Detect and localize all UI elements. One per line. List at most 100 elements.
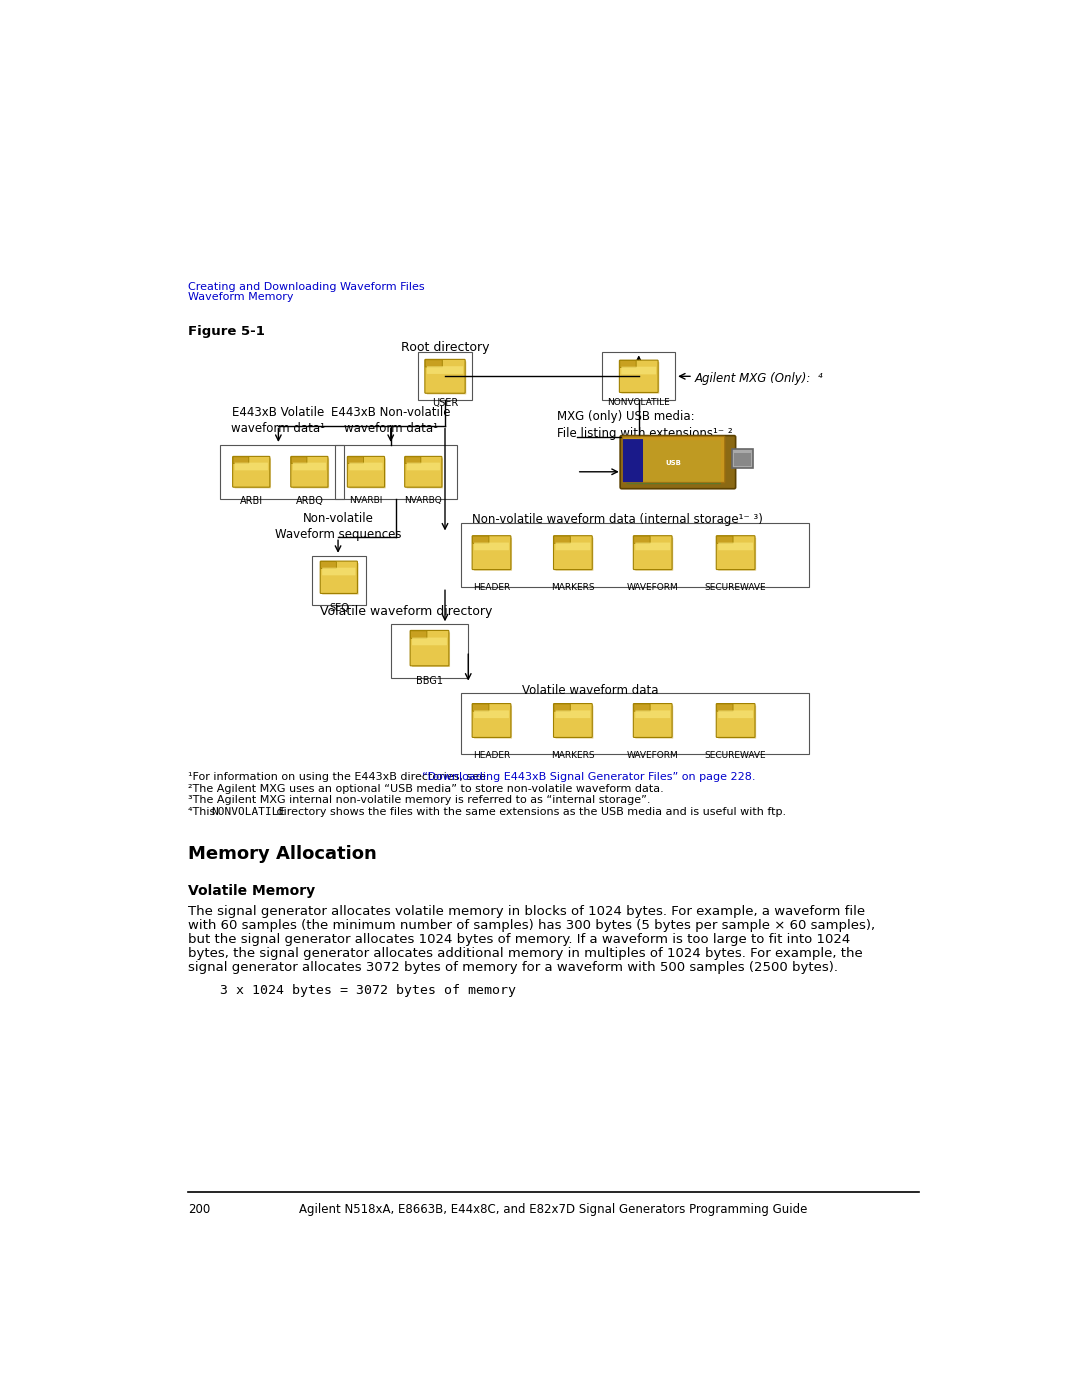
Text: Agilent MXG (Only):  ⁴: Agilent MXG (Only): ⁴ <box>694 372 823 384</box>
FancyBboxPatch shape <box>410 630 449 666</box>
Text: E443xB Volatile
waveform data¹: E443xB Volatile waveform data¹ <box>231 407 325 436</box>
FancyBboxPatch shape <box>427 362 467 394</box>
Bar <box>460 524 809 587</box>
FancyBboxPatch shape <box>474 705 512 739</box>
FancyBboxPatch shape <box>634 536 650 543</box>
Bar <box>418 352 472 400</box>
FancyBboxPatch shape <box>621 362 659 394</box>
FancyBboxPatch shape <box>474 542 509 550</box>
Text: ARBQ: ARBQ <box>296 496 323 507</box>
FancyBboxPatch shape <box>716 535 755 570</box>
Text: NONVOLATILE: NONVOLATILE <box>607 398 670 407</box>
FancyBboxPatch shape <box>321 562 357 594</box>
FancyBboxPatch shape <box>718 538 756 571</box>
Text: WAVEFORM: WAVEFORM <box>626 750 678 760</box>
FancyBboxPatch shape <box>474 538 512 571</box>
FancyBboxPatch shape <box>427 366 463 374</box>
Text: Waveform Memory: Waveform Memory <box>188 292 293 302</box>
Text: Volatile Memory: Volatile Memory <box>188 884 315 898</box>
FancyBboxPatch shape <box>634 704 650 711</box>
FancyBboxPatch shape <box>633 704 672 738</box>
Text: The signal generator allocates volatile memory in blocks of 1024 bytes. For exam: The signal generator allocates volatile … <box>188 905 865 918</box>
FancyBboxPatch shape <box>555 711 591 718</box>
FancyBboxPatch shape <box>234 462 268 471</box>
Text: ³The Agilent MXG internal non-volatile memory is referred to as “internal storag: ³The Agilent MXG internal non-volatile m… <box>188 795 650 805</box>
FancyBboxPatch shape <box>321 562 336 569</box>
Bar <box>732 448 754 468</box>
Bar <box>391 624 469 678</box>
FancyBboxPatch shape <box>293 458 329 489</box>
FancyBboxPatch shape <box>623 439 643 482</box>
Text: MXG (only) USB media:
File listing with extensions¹⁻ ²: MXG (only) USB media: File listing with … <box>557 411 733 440</box>
Bar <box>603 352 675 400</box>
Text: USER: USER <box>432 398 458 408</box>
FancyBboxPatch shape <box>413 633 450 666</box>
FancyBboxPatch shape <box>405 457 421 464</box>
Text: Agilent N518xA, E8663B, E44x8C, and E82x7D Signal Generators Programming Guide: Agilent N518xA, E8663B, E44x8C, and E82x… <box>299 1203 808 1215</box>
Bar <box>220 444 345 499</box>
Text: ²The Agilent MXG uses an optional “USB media” to store non-volatile waveform dat: ²The Agilent MXG uses an optional “USB m… <box>188 784 663 793</box>
Text: BBG1: BBG1 <box>416 676 443 686</box>
FancyBboxPatch shape <box>424 359 465 393</box>
FancyBboxPatch shape <box>426 360 443 367</box>
FancyBboxPatch shape <box>474 711 509 718</box>
Bar <box>335 444 457 499</box>
FancyBboxPatch shape <box>473 536 489 543</box>
FancyBboxPatch shape <box>635 705 673 739</box>
FancyBboxPatch shape <box>718 711 753 718</box>
FancyBboxPatch shape <box>635 711 670 718</box>
FancyBboxPatch shape <box>407 462 440 471</box>
FancyBboxPatch shape <box>407 458 443 489</box>
FancyBboxPatch shape <box>554 704 592 738</box>
FancyBboxPatch shape <box>292 457 307 464</box>
FancyBboxPatch shape <box>555 705 593 739</box>
FancyBboxPatch shape <box>472 535 511 570</box>
Text: NONVOLATILE: NONVOLATILE <box>211 806 285 817</box>
Text: bytes, the signal generator allocates additional memory in multiples of 1024 byt: bytes, the signal generator allocates ad… <box>188 947 863 960</box>
Bar <box>312 556 366 605</box>
FancyBboxPatch shape <box>293 462 326 471</box>
FancyBboxPatch shape <box>555 542 591 550</box>
FancyBboxPatch shape <box>410 631 427 638</box>
Text: but the signal generator allocates 1024 bytes of memory. If a waveform is too la: but the signal generator allocates 1024 … <box>188 933 850 946</box>
Text: NVARBQ: NVARBQ <box>404 496 442 506</box>
FancyBboxPatch shape <box>472 704 511 738</box>
Text: SECUREWAVE: SECUREWAVE <box>705 584 767 592</box>
FancyBboxPatch shape <box>348 457 364 464</box>
FancyBboxPatch shape <box>555 538 593 571</box>
Bar <box>460 693 809 754</box>
Text: 200: 200 <box>188 1203 210 1215</box>
FancyBboxPatch shape <box>554 704 570 711</box>
FancyBboxPatch shape <box>626 440 721 485</box>
FancyBboxPatch shape <box>620 436 735 489</box>
FancyBboxPatch shape <box>718 705 756 739</box>
Text: Memory Allocation: Memory Allocation <box>188 845 377 863</box>
FancyBboxPatch shape <box>234 458 271 489</box>
Text: NVARBI: NVARBI <box>349 496 382 506</box>
Text: ARBI: ARBI <box>240 496 262 507</box>
Text: ⁴This: ⁴This <box>188 806 218 817</box>
Text: MARKERS: MARKERS <box>551 584 595 592</box>
FancyBboxPatch shape <box>620 360 636 367</box>
FancyBboxPatch shape <box>718 542 753 550</box>
Text: E443xB Non-volatile
waveform data¹: E443xB Non-volatile waveform data¹ <box>330 407 450 436</box>
FancyBboxPatch shape <box>717 704 733 711</box>
FancyBboxPatch shape <box>621 366 657 374</box>
Text: “Downloading E443xB Signal Generator Files” on page 228.: “Downloading E443xB Signal Generator Fil… <box>422 773 755 782</box>
FancyBboxPatch shape <box>635 542 670 550</box>
Text: Volatile waveform data: Volatile waveform data <box>523 683 659 697</box>
Text: USB: USB <box>665 460 681 465</box>
Text: SEQ: SEQ <box>329 602 349 613</box>
FancyBboxPatch shape <box>349 458 386 489</box>
FancyBboxPatch shape <box>554 536 570 543</box>
Text: with 60 samples (the minimum number of samples) has 300 bytes (5 bytes per sampl: with 60 samples (the minimum number of s… <box>188 919 875 932</box>
Text: signal generator allocates 3072 bytes of memory for a waveform with 500 samples : signal generator allocates 3072 bytes of… <box>188 961 838 974</box>
FancyBboxPatch shape <box>291 457 328 488</box>
Bar <box>734 453 751 467</box>
Text: MARKERS: MARKERS <box>551 750 595 760</box>
FancyBboxPatch shape <box>635 538 673 571</box>
FancyBboxPatch shape <box>633 535 672 570</box>
Text: Non-volatile
Waveform sequences: Non-volatile Waveform sequences <box>274 511 402 541</box>
FancyBboxPatch shape <box>413 637 447 645</box>
Text: Root directory: Root directory <box>401 341 489 353</box>
